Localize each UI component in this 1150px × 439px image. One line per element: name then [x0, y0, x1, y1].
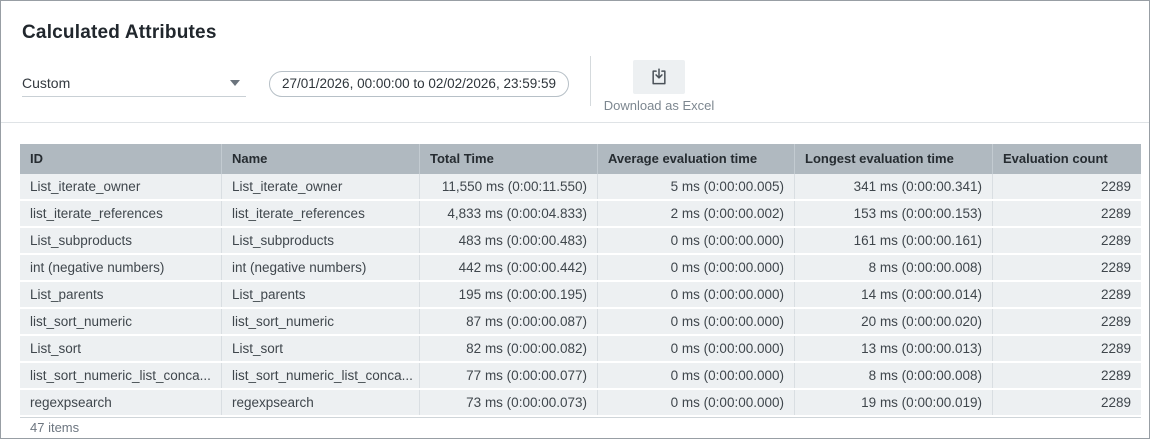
toolbar: Custom 27/01/2026, 00:00:00 to 02/02/202…	[22, 56, 1149, 113]
cell-evaluation-count: 2289	[1100, 341, 1131, 356]
attributes-table: ID Name Total Time Average evaluation time L…	[20, 144, 1141, 438]
cell-id: list_iterate_references	[20, 201, 222, 226]
column-header-total-time[interactable]: Total Time	[420, 144, 598, 174]
table-row[interactable]: regexpsearch regexpsearch 73 ms (0:00:00.0…	[20, 390, 1141, 415]
cell-total-time: 4,833 ms (0:00:04.833)	[420, 201, 598, 226]
table-row[interactable]: List_parents List_parents 195 ms (0:00:00.…	[20, 282, 1141, 307]
cell-average-evaluation-time: 0 ms (0:00:00.000)	[598, 282, 795, 307]
cell-evaluation-count: 2289	[1100, 233, 1131, 248]
cell-id: regexpsearch	[20, 390, 222, 415]
table-footer: 47 items	[20, 417, 1141, 438]
cell-longest-evaluation-time: 153 ms (0:00:00.153)	[795, 201, 993, 226]
cell-evaluation-count: 2289	[1100, 368, 1131, 383]
cell-total-time: 195 ms (0:00:00.195)	[420, 282, 598, 307]
cell-longest-evaluation-time: 19 ms (0:00:00.019)	[795, 390, 993, 415]
cell-total-time: 11,550 ms (0:00:11.550)	[420, 174, 598, 199]
cell-name: regexpsearch	[222, 390, 420, 415]
page-title: Calculated Attributes	[22, 22, 217, 43]
cell-evaluation-count: 2289	[1100, 260, 1131, 275]
column-header-average-evaluation-time[interactable]: Average evaluation time	[598, 144, 795, 174]
cell-total-time: 87 ms (0:00:00.087)	[420, 309, 598, 334]
cell-total-time: 442 ms (0:00:00.442)	[420, 255, 598, 280]
table-row[interactable]: list_iterate_references list_iterate_refe…	[20, 201, 1141, 226]
cell-average-evaluation-time: 0 ms (0:00:00.000)	[598, 228, 795, 253]
cell-total-time: 82 ms (0:00:00.082)	[420, 336, 598, 361]
toolbar-divider	[590, 56, 591, 106]
table-row[interactable]: List_sort List_sort 82 ms (0:00:00.082) 0 m…	[20, 336, 1141, 361]
table-row[interactable]: int (negative numbers) int (negative numb…	[20, 255, 1141, 280]
table-header-row: ID Name Total Time Average evaluation time L…	[20, 144, 1141, 174]
table-body: List_iterate_owner List_iterate_owner 11,5…	[20, 174, 1141, 415]
items-count: 47 items	[30, 420, 80, 435]
cell-evaluation-count: 2289	[1100, 287, 1131, 302]
cell-total-time: 77 ms (0:00:00.077)	[420, 363, 598, 388]
cell-name: int (negative numbers)	[222, 255, 420, 280]
table-row[interactable]: list_sort_numeric_list_conca... list_sort…	[20, 363, 1141, 388]
column-header-name[interactable]: Name	[222, 144, 420, 174]
cell-name: List_iterate_owner	[222, 174, 420, 199]
cell-name: List_sort	[222, 336, 420, 361]
cell-longest-evaluation-time: 161 ms (0:00:00.161)	[795, 228, 993, 253]
cell-evaluation-count: 2289	[1100, 395, 1131, 410]
download-excel-group: Download as Excel	[603, 56, 715, 113]
cell-id: list_sort_numeric_list_conca...	[20, 363, 222, 388]
cell-longest-evaluation-time: 8 ms (0:00:00.008)	[795, 363, 993, 388]
time-range-select-value: Custom	[22, 75, 71, 91]
cell-evaluation-count: 2289	[1100, 179, 1131, 194]
column-header-id[interactable]: ID	[20, 144, 222, 174]
column-header-evaluation-count[interactable]: Evaluation count	[1003, 151, 1108, 166]
cell-total-time: 483 ms (0:00:00.483)	[420, 228, 598, 253]
cell-id: list_sort_numeric	[20, 309, 222, 334]
cell-name: List_subproducts	[222, 228, 420, 253]
table-row[interactable]: List_subproducts List_subproducts 483 ms (…	[20, 228, 1141, 253]
cell-id: List_subproducts	[20, 228, 222, 253]
cell-longest-evaluation-time: 341 ms (0:00:00.341)	[795, 174, 993, 199]
cell-average-evaluation-time: 5 ms (0:00:00.005)	[598, 174, 795, 199]
toolbar-separator	[1, 122, 1149, 123]
cell-id: List_parents	[20, 282, 222, 307]
table-row[interactable]: list_sort_numeric list_sort_numeric 87 ms …	[20, 309, 1141, 334]
cell-longest-evaluation-time: 8 ms (0:00:00.008)	[795, 255, 993, 280]
download-excel-label: Download as Excel	[603, 98, 715, 113]
cell-average-evaluation-time: 0 ms (0:00:00.000)	[598, 255, 795, 280]
cell-name: list_sort_numeric	[222, 309, 420, 334]
cell-average-evaluation-time: 2 ms (0:00:00.002)	[598, 201, 795, 226]
cell-longest-evaluation-time: 13 ms (0:00:00.013)	[795, 336, 993, 361]
cell-average-evaluation-time: 0 ms (0:00:00.000)	[598, 336, 795, 361]
cell-longest-evaluation-time: 14 ms (0:00:00.014)	[795, 282, 993, 307]
chevron-down-icon	[230, 80, 240, 86]
cell-id: List_iterate_owner	[20, 174, 222, 199]
cell-evaluation-count: 2289	[1100, 314, 1131, 329]
column-header-longest-evaluation-time[interactable]: Longest evaluation time	[795, 144, 993, 174]
cell-id: List_sort	[20, 336, 222, 361]
download-excel-button[interactable]	[633, 60, 685, 94]
cell-average-evaluation-time: 0 ms (0:00:00.000)	[598, 363, 795, 388]
download-icon	[652, 68, 666, 85]
cell-average-evaluation-time: 0 ms (0:00:00.000)	[598, 390, 795, 415]
cell-evaluation-count: 2289	[1100, 206, 1131, 221]
time-range-select[interactable]: Custom	[22, 70, 246, 97]
cell-id: int (negative numbers)	[20, 255, 222, 280]
cell-name: list_sort_numeric_list_conca...	[222, 363, 420, 388]
cell-longest-evaluation-time: 20 ms (0:00:00.020)	[795, 309, 993, 334]
date-range-pill[interactable]: 27/01/2026, 00:00:00 to 02/02/2026, 23:5…	[269, 71, 569, 97]
cell-name: List_parents	[222, 282, 420, 307]
cell-total-time: 73 ms (0:00:00.073)	[420, 390, 598, 415]
cell-name: list_iterate_references	[222, 201, 420, 226]
cell-average-evaluation-time: 0 ms (0:00:00.000)	[598, 309, 795, 334]
table-row[interactable]: List_iterate_owner List_iterate_owner 11,5…	[20, 174, 1141, 199]
